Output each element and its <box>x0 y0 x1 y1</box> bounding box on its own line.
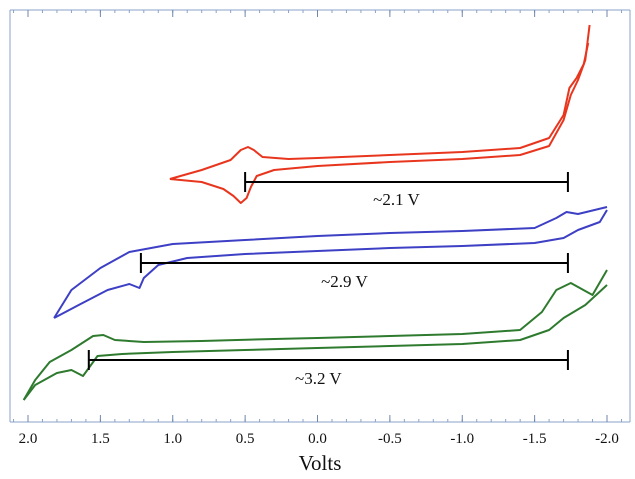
trace-upper-sweep <box>53 206 608 319</box>
voltammogram-traces <box>22 24 608 401</box>
x-tick-labels: 2.0 1.5 1.0 0.5 0.0 -0.5 -1.0 -1.5 -2.0 <box>19 431 619 447</box>
potential-window-marker-1: ~2.1 V <box>244 172 569 209</box>
x-tick-label: 0.5 <box>236 431 255 447</box>
x-tick-label: 0.0 <box>308 431 327 447</box>
window-label: ~3.2 V <box>295 369 342 388</box>
x-tick-label: -2.0 <box>595 431 619 447</box>
x-tick-label: 1.0 <box>163 431 182 447</box>
x-axis-title: Volts <box>299 451 342 475</box>
potential-window-marker-3: ~3.2 V <box>87 350 569 388</box>
trace-lower-sweep <box>22 284 608 401</box>
potential-window-markers: ~2.1 V ~2.9 V ~3.2 V <box>87 172 569 388</box>
trace-lower-sweep <box>53 209 608 319</box>
voltammogram-trace-2 <box>53 206 608 319</box>
x-tick-label: 1.5 <box>91 431 110 447</box>
plot-frame <box>9 9 631 423</box>
potential-window-marker-2: ~2.9 V <box>139 253 569 291</box>
x-tick-label: 2.0 <box>19 431 38 447</box>
window-label: ~2.1 V <box>373 190 420 209</box>
voltammogram-trace-3 <box>22 269 608 401</box>
window-label: ~2.9 V <box>321 272 368 291</box>
voltammogram-trace-1 <box>169 24 591 204</box>
trace-upper-sweep <box>169 42 590 180</box>
x-tick-label: -0.5 <box>378 431 402 447</box>
trace-lower-sweep <box>169 24 591 204</box>
trace-upper-sweep <box>22 269 608 401</box>
x-tick-label: -1.0 <box>450 431 474 447</box>
x-tick-label: -1.5 <box>523 431 547 447</box>
major-ticks <box>27 10 608 422</box>
